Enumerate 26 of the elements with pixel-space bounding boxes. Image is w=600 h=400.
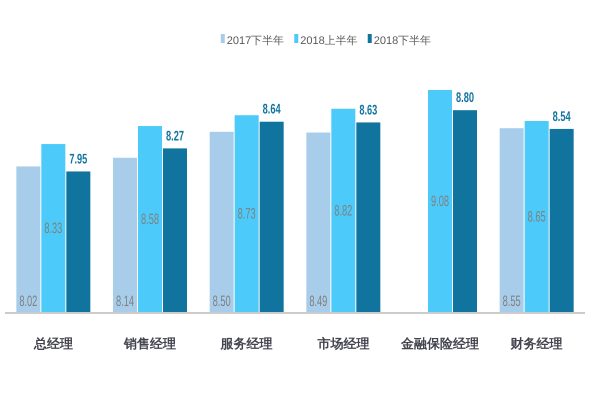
data-label: 8.80 — [456, 89, 484, 106]
x-tick-label: 服务经理 — [220, 336, 273, 351]
legend-label: 2017下半年 — [226, 34, 284, 47]
data-label: 8.65 — [528, 208, 557, 226]
data-label: 8.82 — [334, 202, 364, 220]
x-tick-label: 总经理 — [32, 336, 73, 351]
data-label: 9.08 — [431, 193, 460, 210]
data-label: 8.54 — [552, 108, 580, 124]
data-label: 8.55 — [502, 293, 532, 310]
data-label: 7.95 — [69, 150, 97, 166]
x-tick-label: 销售经理 — [123, 336, 176, 351]
data-label: 8.02 — [19, 293, 49, 310]
data-label: 8.50 — [212, 293, 242, 310]
data-label: 8.73 — [238, 206, 267, 223]
data-label: 8.49 — [309, 293, 339, 310]
legend-label: 2018上半年 — [300, 34, 358, 47]
data-label: 8.64 — [262, 100, 290, 117]
legend-label: 2018下半年 — [374, 34, 432, 47]
x-tick-label: 市场经理 — [316, 336, 370, 351]
data-label: 8.33 — [44, 220, 74, 238]
data-label: 8.58 — [141, 211, 170, 228]
data-label: 8.63 — [359, 101, 387, 118]
x-tick-label: 财务经理 — [510, 336, 563, 351]
x-tick-label: 金融保险经理 — [400, 336, 479, 351]
data-label: 8.14 — [116, 293, 146, 310]
data-label: 8.27 — [166, 127, 194, 144]
